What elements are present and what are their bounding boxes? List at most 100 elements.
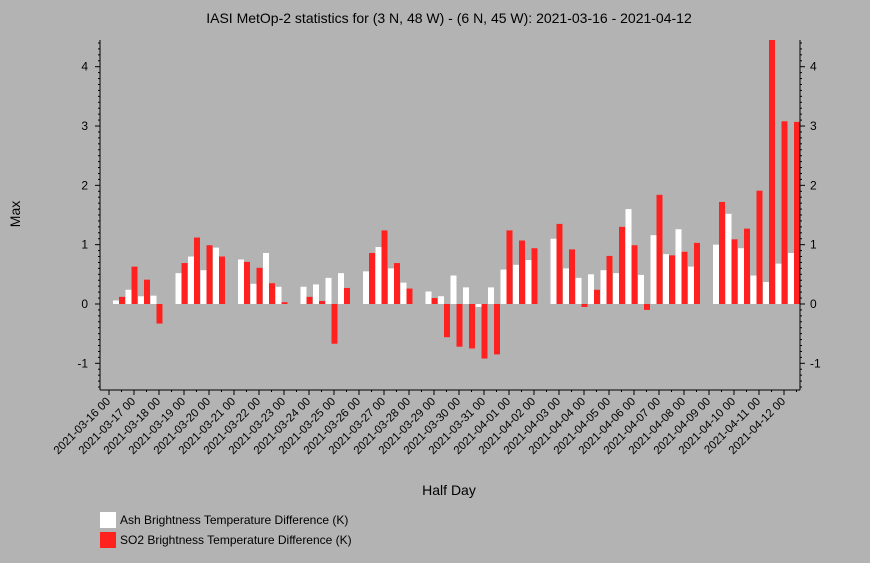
ash-bar <box>150 295 157 304</box>
ash-bar <box>725 213 732 304</box>
y-tick-label-right: 1 <box>810 238 817 252</box>
so2-bar <box>781 121 788 304</box>
ash-bar <box>625 209 632 304</box>
ash-bar <box>550 238 557 304</box>
ash-bar <box>113 300 119 304</box>
so2-bar <box>194 237 200 304</box>
so2-bar <box>206 245 213 304</box>
ash-bar <box>300 286 307 304</box>
so2-bar <box>219 256 225 304</box>
ash-bar <box>650 235 657 304</box>
so2-bar <box>156 303 163 324</box>
y-tick-label-left: -1 <box>77 356 88 370</box>
ash-bar <box>475 303 482 307</box>
so2-bar <box>794 121 800 304</box>
so2-bar <box>119 296 125 304</box>
so2-bar <box>606 255 613 304</box>
legend-label-so2: SO2 Brightness Temperature Difference (K… <box>120 533 352 547</box>
ash-bar <box>125 289 132 304</box>
ash-bar <box>788 252 794 304</box>
so2-bar <box>519 240 525 304</box>
y-tick-label-left: 3 <box>81 119 88 133</box>
x-axis-label: Half Day <box>422 482 476 498</box>
ash-bar <box>563 268 569 304</box>
so2-bar <box>319 301 325 304</box>
y-tick-label-left: 1 <box>81 238 88 252</box>
so2-bar <box>494 303 500 355</box>
bars-layer <box>113 40 800 359</box>
ash-bar <box>238 259 244 304</box>
ash-bar <box>663 254 669 304</box>
y-tick-label-right: -1 <box>810 356 821 370</box>
ash-bar <box>675 229 682 304</box>
ash-bar <box>138 296 144 304</box>
ash-bar <box>263 252 269 304</box>
y-tick-label-right: 0 <box>810 297 817 311</box>
y-tick-label-left: 2 <box>81 178 88 192</box>
ash-bar <box>313 284 319 304</box>
so2-bar <box>244 261 250 304</box>
y-tick-label-right: 4 <box>810 60 817 74</box>
y-tick-label-left: 4 <box>81 60 88 74</box>
ash-bar <box>750 275 757 304</box>
so2-bar <box>756 190 763 304</box>
ash-bar <box>400 282 407 304</box>
legend-item-ash: Ash Brightness Temperature Difference (K… <box>100 512 352 528</box>
so2-bar <box>531 248 538 304</box>
ash-bar <box>775 263 782 304</box>
ash-bar <box>738 248 744 304</box>
so2-bar <box>144 279 150 304</box>
ash-bar <box>525 260 532 304</box>
ash-bar <box>388 268 394 304</box>
ash-bar <box>488 287 494 304</box>
so2-bar <box>506 230 513 304</box>
so2-bar <box>281 302 288 304</box>
ash-bar <box>188 256 194 304</box>
so2-bar <box>406 288 413 304</box>
legend-item-so2: SO2 Brightness Temperature Difference (K… <box>100 532 352 548</box>
ash-bar <box>175 273 182 304</box>
so2-bar <box>719 201 725 304</box>
so2-bar <box>181 263 188 304</box>
ash-bar <box>513 264 519 304</box>
so2-bar <box>331 303 338 344</box>
so2-bar <box>594 289 600 304</box>
legend-label-ash: Ash Brightness Temperature Difference (K… <box>120 513 349 527</box>
so2-bar <box>431 298 438 304</box>
ash-bar <box>713 244 719 304</box>
so2-bar <box>369 252 375 304</box>
ash-bar <box>575 277 582 304</box>
so2-bar <box>631 245 638 304</box>
ash-bar <box>213 247 219 304</box>
legend-swatch-so2 <box>100 532 116 548</box>
so2-bar <box>556 223 563 304</box>
ash-bar <box>275 286 282 304</box>
legend: Ash Brightness Temperature Difference (K… <box>100 512 352 552</box>
ash-bar <box>425 291 432 304</box>
so2-bar <box>394 263 400 304</box>
ash-bar <box>438 296 444 304</box>
ash-bar <box>588 274 594 304</box>
ash-bar <box>688 266 694 304</box>
so2-bar <box>581 303 588 307</box>
ash-bar <box>338 273 344 304</box>
ash-bar <box>450 275 457 304</box>
ash-bar <box>500 269 507 304</box>
so2-bar <box>569 249 575 304</box>
so2-bar <box>344 287 350 304</box>
y-tick-label-right: 2 <box>810 178 817 192</box>
so2-bar <box>306 296 313 304</box>
so2-bar <box>681 251 688 304</box>
so2-bar <box>444 303 450 338</box>
so2-bar <box>269 283 275 304</box>
ash-bar <box>638 274 644 304</box>
ash-bar <box>200 270 207 304</box>
so2-bar <box>481 303 488 359</box>
ash-bar <box>375 247 382 304</box>
so2-bar <box>131 266 138 304</box>
so2-bar <box>669 255 675 304</box>
so2-bar <box>656 194 663 304</box>
y-axis-label: Max <box>7 201 23 227</box>
ash-bar <box>463 287 469 304</box>
